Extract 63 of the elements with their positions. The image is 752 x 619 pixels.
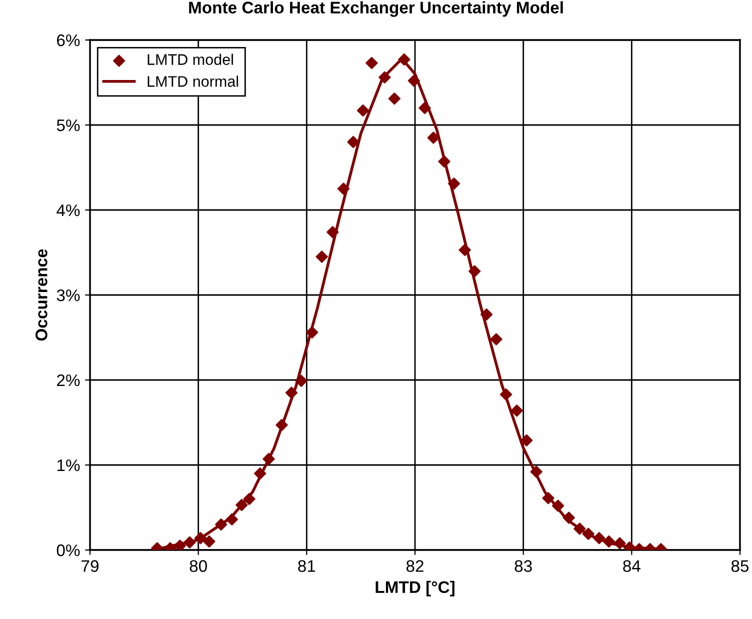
y-tick-label: 2% xyxy=(57,374,80,386)
point xyxy=(276,418,288,432)
point xyxy=(226,513,238,526)
x-axis-title: LMTD [°C] xyxy=(376,580,454,596)
point xyxy=(236,498,248,512)
x-tick-label: 83 xyxy=(514,560,532,572)
point xyxy=(184,536,196,548)
point xyxy=(316,250,328,263)
point xyxy=(243,492,256,506)
point xyxy=(262,452,275,466)
y-axis-title: Occurrence xyxy=(36,249,48,341)
x-tick-label: 82 xyxy=(406,560,424,572)
point xyxy=(593,532,606,544)
point xyxy=(530,466,542,478)
y-tick-label: 3% xyxy=(56,289,80,302)
legend-label: LMTD normal xyxy=(148,76,238,87)
point xyxy=(215,518,228,531)
point xyxy=(438,155,450,168)
x-tick-label: 79 xyxy=(82,560,98,572)
point xyxy=(366,56,378,70)
chart-title: Monte Carlo Heat Exchanger Uncertainty Model xyxy=(189,1,563,17)
point xyxy=(295,374,308,387)
point xyxy=(448,178,460,190)
point xyxy=(337,182,350,195)
y-tick-label: 5% xyxy=(56,119,80,132)
point xyxy=(174,540,186,550)
point xyxy=(427,132,440,144)
point xyxy=(520,434,533,446)
x-tick-label: 80 xyxy=(190,560,207,572)
y-tick-label: 0% xyxy=(56,544,80,556)
point xyxy=(254,467,266,480)
point xyxy=(388,92,400,105)
point xyxy=(347,136,360,148)
point xyxy=(542,492,554,504)
point xyxy=(490,333,502,346)
point xyxy=(468,265,481,278)
point xyxy=(326,226,339,238)
point xyxy=(510,404,523,417)
point xyxy=(378,71,391,84)
point xyxy=(285,386,298,399)
legend-label: LMTD model xyxy=(148,54,233,65)
point xyxy=(582,528,594,540)
point xyxy=(574,522,586,535)
point xyxy=(418,102,431,114)
point xyxy=(602,535,615,548)
point xyxy=(458,244,471,256)
y-tick-label: 6% xyxy=(57,34,80,46)
point xyxy=(306,326,318,338)
point xyxy=(408,74,420,87)
point xyxy=(614,537,626,550)
point xyxy=(562,512,575,524)
point xyxy=(203,535,216,548)
point xyxy=(480,308,493,321)
point xyxy=(552,500,564,512)
y-tick-label: 4% xyxy=(56,204,80,216)
x-tick-label: 85 xyxy=(731,560,749,572)
point xyxy=(356,104,370,117)
point xyxy=(500,388,512,401)
x-tick-label: 81 xyxy=(298,560,316,572)
y-tick-label: 1% xyxy=(57,459,80,472)
point xyxy=(194,532,207,544)
x-tick-label: 84 xyxy=(623,560,640,572)
point xyxy=(398,53,410,66)
